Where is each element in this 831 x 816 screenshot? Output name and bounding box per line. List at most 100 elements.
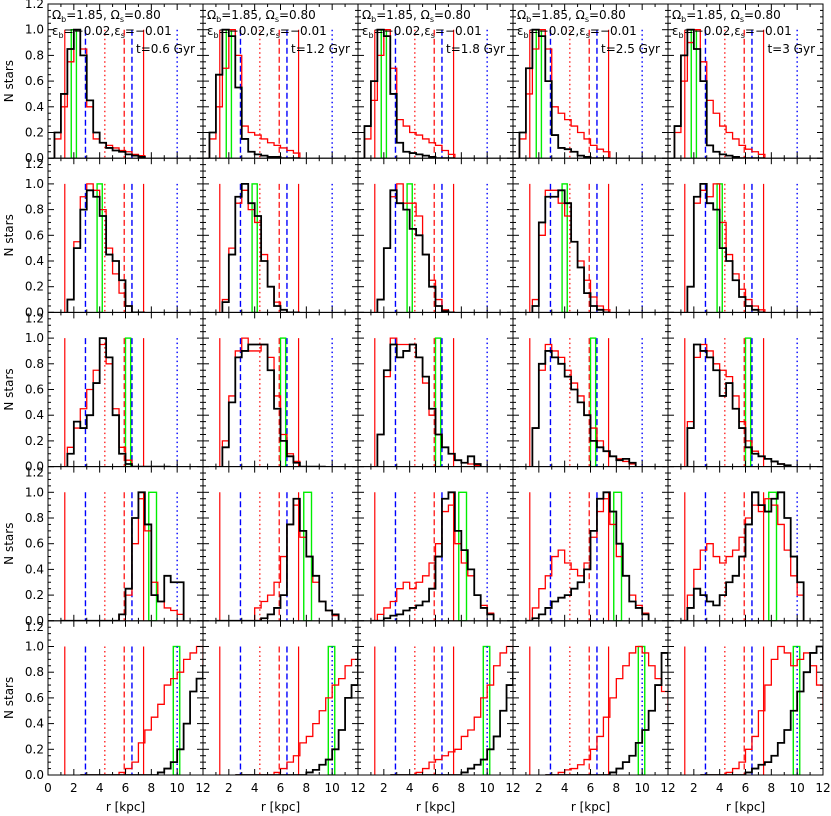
red-histogram [370,504,495,621]
annotation-part: Ω [672,8,681,22]
annotation-part: b [59,31,64,40]
black-histogram [680,491,805,621]
red-histogram [686,183,766,313]
annotation-epsilon: εb=−0.02,εs=−0.01 [362,24,482,40]
y-tick-label: 1.0 [25,485,44,499]
annotation-part: s [431,31,435,40]
annotation-part: =1.85, Ω [531,8,585,22]
time-label: t=0.6 Gyr [136,42,195,56]
panel-body [370,491,495,621]
y-tick-label: 0.8 [25,203,44,217]
x-tick-label: 4 [561,781,569,795]
annotation-part: Ω [207,8,216,22]
y-tick-label: 0.0 [25,614,44,628]
panel-body [219,337,333,467]
panel-body [64,645,203,775]
black-histogram [66,337,171,467]
y-axis-label: N stars [2,368,16,410]
y-tick-label: 0.0 [25,305,44,319]
time-label: t=1.8 Gyr [446,42,505,56]
x-tick-label: 12 [815,781,830,795]
y-tick-label: 0.6 [25,383,44,397]
black-histogram [376,343,482,467]
green-band [124,337,132,467]
black-histogram [545,652,668,775]
annotation-part: =−0.02,ε [219,24,276,38]
y-tick-label: 0.0 [25,768,44,782]
panel-body [219,645,358,775]
x-tick-label: 10 [635,781,650,795]
x-tick-label: 0 [44,781,52,795]
y-tick-label: 1.0 [25,23,44,37]
black-histogram [60,491,185,621]
green-band [561,183,568,313]
red-histogram [215,504,340,621]
red-histogram [80,645,203,775]
y-tick-label: 0.2 [25,588,44,602]
red-histogram [60,498,185,621]
panel-body [680,491,805,621]
annotation-part: s [121,31,125,40]
panel-r4-c1 [47,466,204,622]
annotation-part: ε [362,24,369,38]
panel-body [374,645,513,775]
panel-r3-c5 [667,311,824,468]
y-tick-label: 0.2 [25,742,44,756]
x-tick-label: 12 [350,781,365,795]
panel-body [60,491,185,621]
y-tick-label: 0.4 [25,717,44,731]
y-tick-label: 1.2 [25,311,44,325]
annotation-part: Ω [517,8,526,22]
red-histogram [680,498,805,621]
annotation-part: s [585,15,589,24]
panel-r4-c5 [667,466,824,622]
y-axis-label: N stars [2,214,16,256]
x-tick-label: 8 [458,781,466,795]
y-tick-label: 0.4 [25,100,44,114]
annotation-omega: Ωb=1.85, Ωs=0.80 [207,8,316,24]
annotation-part: s [586,31,590,40]
annotation-part: ε [517,24,524,38]
y-tick-label: 0.4 [25,562,44,576]
x-tick-label: 2 [690,781,698,795]
annotation-part: =0.80 [124,8,161,22]
panel-r2-c3 [357,157,514,313]
y-tick-label: 1.0 [25,640,44,654]
panel-body [215,491,340,621]
x-tick-label: 4 [406,781,414,795]
x-tick-label: 4 [251,781,259,795]
panel-body [219,183,333,313]
panel-r2-c2 [202,157,359,313]
y-tick-label: 0.6 [25,228,44,242]
black-histogram [66,189,145,313]
black-histogram [531,350,637,467]
annotation-part: ε [207,24,214,38]
panel-r4-c4 [512,466,669,622]
panel-body [529,645,668,775]
annotation-omega: Ωb=1.85, Ωs=0.80 [672,8,781,24]
annotation-part: =−0.01 [280,24,327,38]
annotation-part: =−0.02,ε [374,24,431,38]
y-tick-label: 1.2 [25,157,44,171]
x-tick-label: 8 [613,781,621,795]
x-tick-label: 8 [148,781,156,795]
black-histogram [518,28,610,159]
x-tick-label: 6 [587,781,595,795]
x-tick-label: 8 [303,781,311,795]
panel-body [64,337,178,467]
panel-r2-c1 [47,157,204,313]
x-tick-label: 12 [505,781,520,795]
annotation-omega: Ωb=1.85, Ωs=0.80 [362,8,471,24]
annotation-part: =1.85, Ω [221,8,275,22]
black-histogram [531,189,610,313]
green-band [458,491,468,621]
y-tick-label: 0.6 [25,537,44,551]
x-tick-label: 10 [325,781,340,795]
annotation-part: =1.85, Ω [376,8,430,22]
annotation-part: ε [672,24,679,38]
